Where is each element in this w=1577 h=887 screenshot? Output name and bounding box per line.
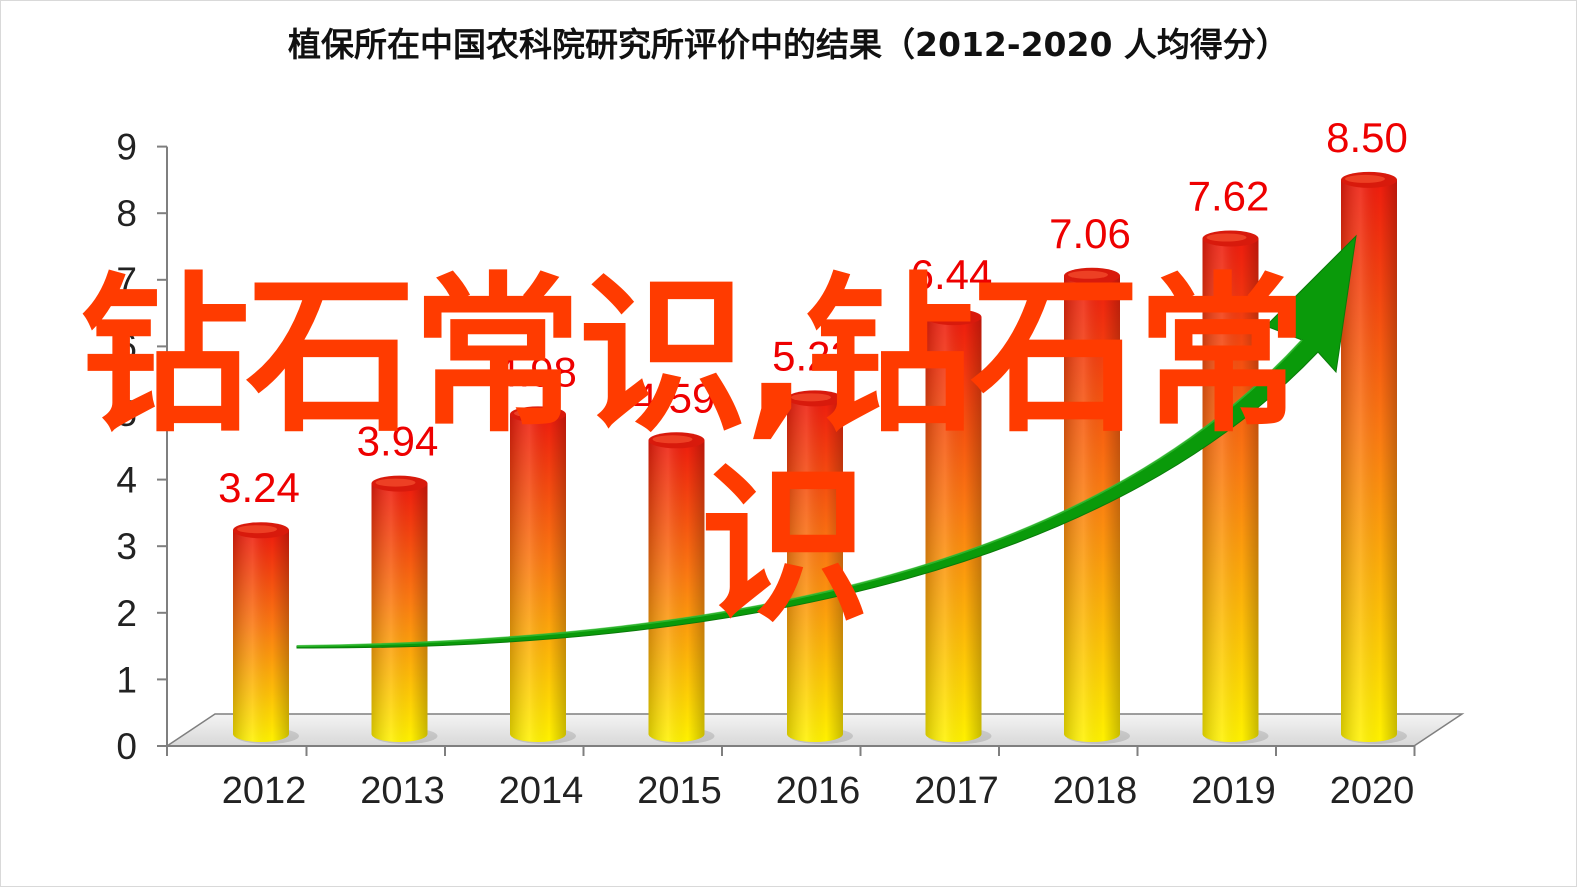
x-tick-label: 2016 xyxy=(776,770,861,812)
data-label: 3.94 xyxy=(357,418,439,465)
y-tick-label: 7 xyxy=(116,260,137,301)
bar-top-highlight xyxy=(237,525,277,534)
x-tick-label: 2015 xyxy=(637,770,722,812)
y-tick-label: 5 xyxy=(116,393,137,434)
x-tick-label: 2013 xyxy=(360,770,445,812)
bar xyxy=(925,309,992,744)
y-tick-label: 4 xyxy=(116,460,137,501)
x-tick-label: 2014 xyxy=(499,770,584,812)
bar-body-shade xyxy=(787,398,843,742)
x-tick-label: 2012 xyxy=(222,770,307,812)
x-tick-label: 2019 xyxy=(1191,770,1276,812)
data-label: 8.50 xyxy=(1326,114,1408,161)
data-label: 7.62 xyxy=(1188,173,1270,220)
data-label: 4.59 xyxy=(634,374,716,421)
y-tick-label: 9 xyxy=(116,127,137,168)
bar-top-highlight xyxy=(1345,174,1385,183)
bar-top-highlight xyxy=(514,409,554,418)
y-tick-label: 0 xyxy=(116,726,137,767)
data-label: 6.44 xyxy=(911,251,993,298)
bar-top-highlight xyxy=(375,478,416,487)
bar xyxy=(787,390,853,744)
y-tick-label: 6 xyxy=(116,326,137,367)
x-tick-label: 2020 xyxy=(1330,770,1415,812)
bar-body-shade xyxy=(510,414,566,742)
bar xyxy=(371,475,438,744)
x-tick-label: 2018 xyxy=(1053,770,1138,812)
bar-top-highlight xyxy=(791,393,831,402)
bar-body-shade xyxy=(233,530,289,742)
data-label: 7.06 xyxy=(1049,210,1131,257)
bar-top-highlight xyxy=(652,435,693,444)
y-tick-label: 1 xyxy=(116,659,137,700)
bar xyxy=(233,522,299,744)
bar xyxy=(1202,230,1269,744)
bar xyxy=(1341,171,1407,744)
chart-title: 植保所在中国农科院研究所评价中的结果（2012-2020 人均得分） xyxy=(288,25,1289,64)
bar-body-shade xyxy=(1202,238,1259,742)
bar xyxy=(510,406,576,744)
bar-top-highlight xyxy=(1068,270,1108,279)
data-label: 3.24 xyxy=(218,464,300,511)
bar-top-highlight xyxy=(929,312,970,321)
bar-body-shade xyxy=(925,317,982,742)
y-tick-label: 2 xyxy=(116,593,137,634)
trend-arrow-highlight xyxy=(296,339,1303,647)
data-label: 5.22 xyxy=(772,332,854,379)
bar-top-highlight xyxy=(1206,233,1247,242)
y-tick-label: 3 xyxy=(116,526,137,567)
bar-body-shade xyxy=(648,440,705,742)
bar xyxy=(648,432,715,744)
x-tick-label: 2017 xyxy=(914,770,999,812)
data-label: 4.98 xyxy=(495,348,577,395)
bar-body-shade xyxy=(1341,179,1397,742)
bar-body-shade xyxy=(371,483,428,742)
y-tick-label: 8 xyxy=(116,193,137,234)
